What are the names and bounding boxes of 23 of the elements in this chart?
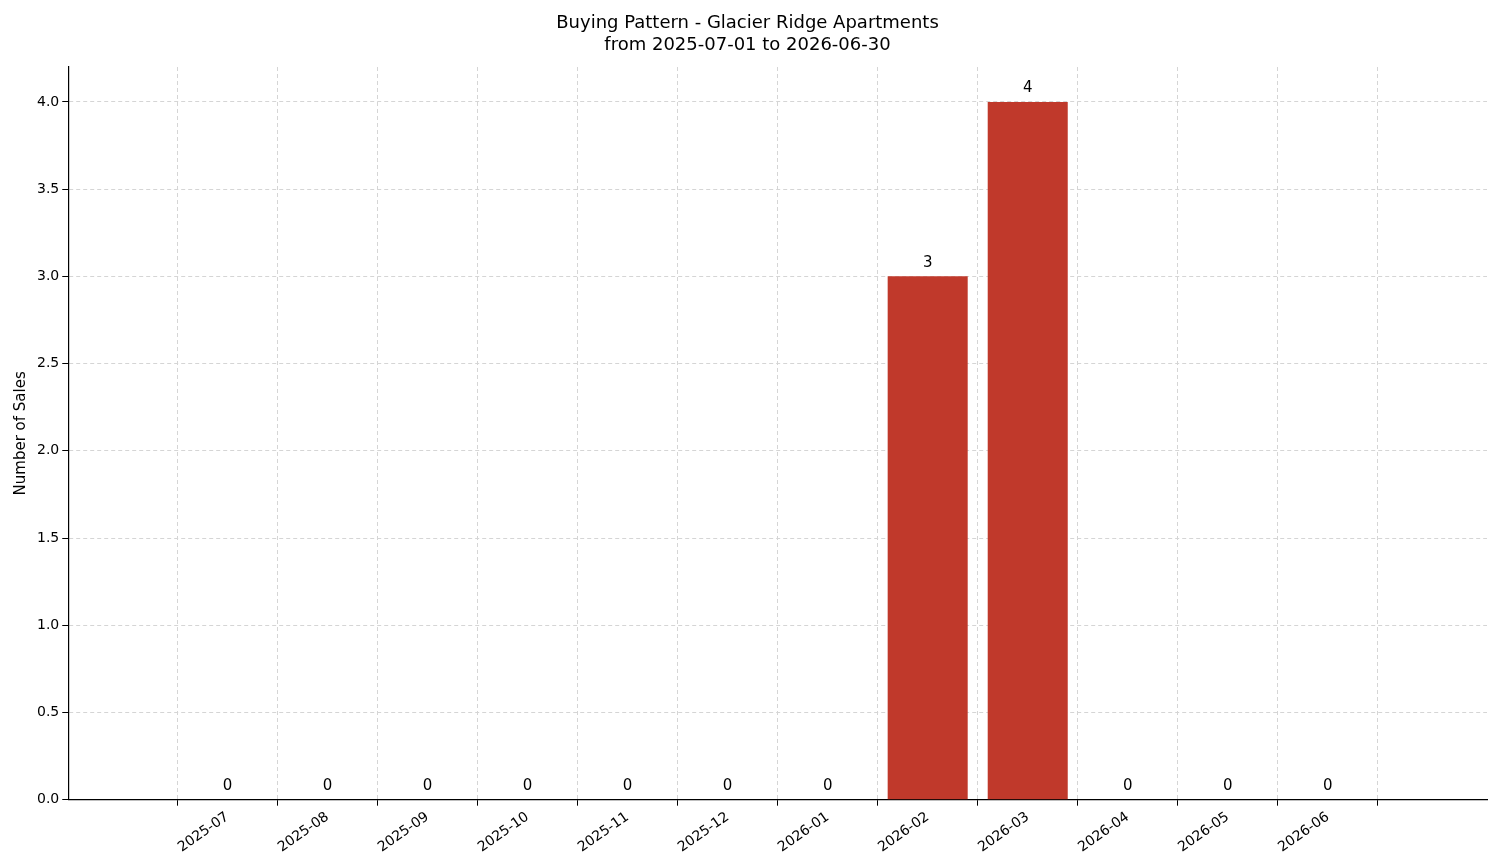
y-tick-label: 0.5 <box>37 703 60 720</box>
y-tick-label: 2.5 <box>37 354 60 371</box>
y-tick-label: 3.0 <box>37 266 60 283</box>
data-label: 0 <box>822 776 833 795</box>
data-label: 0 <box>722 776 733 795</box>
y-tick-label: 3.5 <box>37 179 60 196</box>
data-label: 3 <box>922 252 933 271</box>
data-label: 0 <box>422 776 433 795</box>
y-tick-label: 1.5 <box>37 528 60 545</box>
data-label: 0 <box>622 776 633 795</box>
chart-title: Buying Pattern - Glacier Ridge Apartments from 2025-07-01 to 2026-06-30 <box>556 10 939 55</box>
y-tick-label: 4.0 <box>37 92 60 109</box>
data-label: 0 <box>1323 776 1333 795</box>
y-tick-label: 0.0 <box>37 790 60 807</box>
data-label: 0 <box>522 776 533 795</box>
y-tick-label: 2.0 <box>37 441 60 458</box>
y-tick-label: 1.0 <box>37 615 60 632</box>
data-label: 0 <box>1223 776 1233 795</box>
data-label: 0 <box>222 776 233 795</box>
data-label: 0 <box>322 776 333 795</box>
data-label: 0 <box>1123 776 1133 795</box>
y-axis-title: Number of Sales <box>10 371 29 496</box>
data-label: 4 <box>1022 78 1033 97</box>
